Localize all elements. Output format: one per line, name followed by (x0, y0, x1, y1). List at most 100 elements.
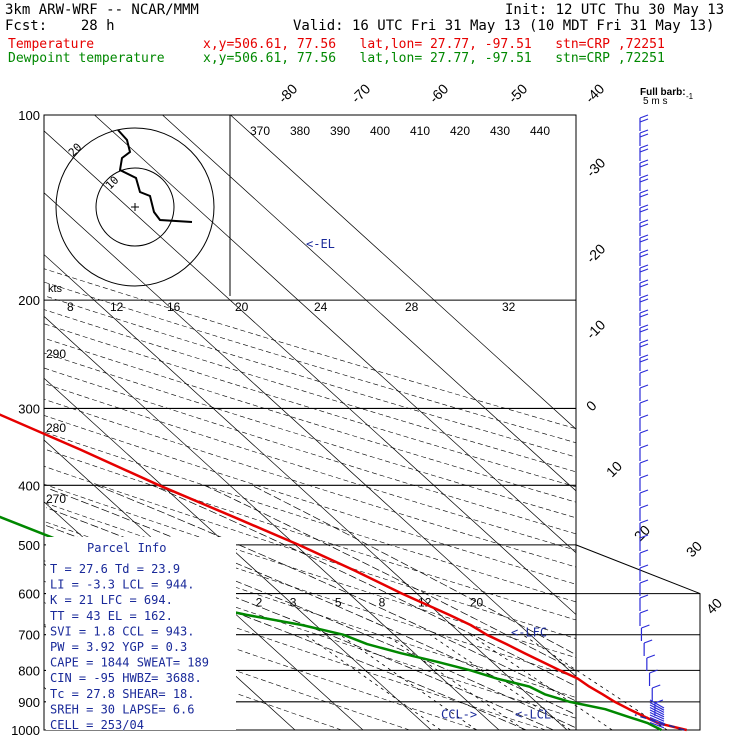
hodograph-center (131, 203, 139, 211)
theta-label: 430 (490, 124, 510, 138)
parcel-title: Parcel Info (87, 541, 166, 555)
theta-label: 440 (530, 124, 550, 138)
theta-label: 400 (370, 124, 390, 138)
hodograph-trace (117, 129, 193, 223)
mixing-ratio-line (429, 634, 571, 731)
forecast-hour: Fcst: 28 h (5, 18, 115, 34)
wind-barb-flag (639, 534, 649, 539)
wind-barb-flag (639, 204, 649, 209)
wind-barb-surface (649, 714, 665, 722)
isotherm-label: -20 (583, 240, 609, 266)
model-title: 3km ARW-WRF -- NCAR/MMM (5, 2, 199, 18)
wind-barb-flag (639, 223, 649, 228)
wind-barb-surface (649, 711, 665, 720)
wind-barb-surface (649, 701, 665, 711)
pressure-tick-label: 600 (18, 587, 40, 602)
temperature-location: x,y=506.61, 77.56 lat,lon= 27.77, -97.51… (203, 37, 665, 52)
upper-scale-label: 20 (235, 300, 249, 314)
wind-barb-flag (639, 234, 649, 239)
wind-barb-flag (639, 253, 649, 258)
hodograph-ring-outer (55, 127, 215, 287)
isotherm-label: 10 (603, 458, 625, 480)
parcel-row: LI = -3.3 LCL = 944. (50, 578, 195, 592)
wind-barb-flag (652, 684, 661, 689)
wind-barb-flag (639, 129, 649, 134)
wind-barb-flag (639, 594, 649, 599)
wind-barb-flag (639, 519, 649, 524)
valid-time: Valid: 16 UTC Fri 31 May 13 (10 MDT Fri … (293, 18, 715, 34)
wind-barb-flag (639, 114, 649, 119)
dry-adiabat-line (44, 281, 576, 444)
moist-adiabat-line (152, 484, 574, 686)
wind-barb-flag (639, 174, 649, 179)
wind-barb-flag (639, 133, 649, 138)
moist-adiabat-line (45, 507, 575, 728)
wind-barb-flag (639, 268, 649, 273)
isotherm-line (44, 439, 364, 730)
wind-barb-flag (639, 324, 649, 329)
isotherm-label: 40 (703, 595, 725, 617)
isotherm-line (44, 254, 568, 730)
wind-barb-flag (639, 163, 649, 168)
wind-barb-surface (649, 721, 665, 729)
wind-barb-surface (649, 719, 665, 727)
isotherm-label: -30 (583, 154, 609, 180)
isotherm-line (44, 130, 576, 616)
dry-adiabat-line (44, 431, 576, 603)
wind-barb-flag (639, 343, 649, 348)
isotherm-line (44, 377, 432, 730)
temperature-label: Temperature (8, 37, 95, 52)
mixing-ratio-label: 20 (470, 595, 484, 609)
pressure-tick-label: 200 (18, 293, 40, 308)
parcel-row: K = 21 LFC = 694. (50, 593, 173, 607)
upper-scale-label: 32 (502, 300, 516, 314)
mixing-ratio-label: 2 (256, 595, 263, 609)
wind-barb-flag (639, 309, 649, 314)
barb-note-exp: -1 (686, 92, 694, 101)
wind-barb-surface (649, 716, 665, 724)
wind-barb-flag (639, 354, 649, 359)
wind-barb-flag (639, 189, 649, 194)
hodograph-ring-label: 10 (103, 174, 122, 193)
wind-barb-surface (649, 699, 665, 709)
pressure-tick-label: 400 (18, 478, 40, 493)
dry-adiabat-line (44, 448, 576, 621)
mixing-ratio-label: 8 (379, 595, 386, 609)
wind-barb-flag (639, 264, 649, 269)
isotherm-label: -60 (426, 80, 452, 106)
isotherm-label: -80 (275, 80, 301, 106)
isotherm-label: 30 (683, 538, 705, 560)
pressure-tick-label: 800 (18, 663, 40, 678)
wind-barb-flag (639, 549, 649, 554)
wind-barb-flag (639, 339, 649, 344)
ccl-annotation: CCL-> (441, 707, 477, 721)
pressure-tick-label: 700 (18, 628, 40, 643)
parcel-row: CAPE = 1844 SWEAT= 189 (50, 656, 209, 670)
wind-barb-flag (639, 279, 649, 284)
wind-barb-flag (639, 219, 649, 224)
side-theta-label: 280 (46, 421, 66, 435)
upper-scale-label: 24 (314, 300, 328, 314)
pressure-tick-label: 500 (18, 538, 40, 553)
wind-barb-flag (639, 358, 649, 363)
wind-barb-flag (639, 444, 649, 449)
parcel-row: T = 27.6 Td = 23.9 (50, 562, 180, 576)
wind-barb-flag (639, 148, 649, 153)
wind-barb-flag (639, 193, 649, 198)
wind-barb-surface (649, 706, 665, 716)
wind-barb-flag (639, 474, 649, 479)
wind-barb-flag (654, 699, 664, 704)
dewpoint-label: Dewpoint temperature (8, 51, 165, 66)
theta-label: 420 (450, 124, 470, 138)
hodograph-unit-label: kts (48, 283, 63, 295)
wind-barb-flag (639, 459, 649, 464)
pressure-tick-label: 1000 (11, 723, 40, 738)
isotherm-line (162, 115, 576, 492)
isotherm-line (230, 115, 576, 430)
wind-barb-surface (649, 709, 665, 718)
mixing-ratio-line (305, 634, 441, 731)
isotherm-label: 0 (583, 397, 600, 414)
theta-label: 380 (290, 124, 310, 138)
wind-barb-flag (639, 159, 649, 164)
wind-barb-flag (639, 249, 649, 254)
